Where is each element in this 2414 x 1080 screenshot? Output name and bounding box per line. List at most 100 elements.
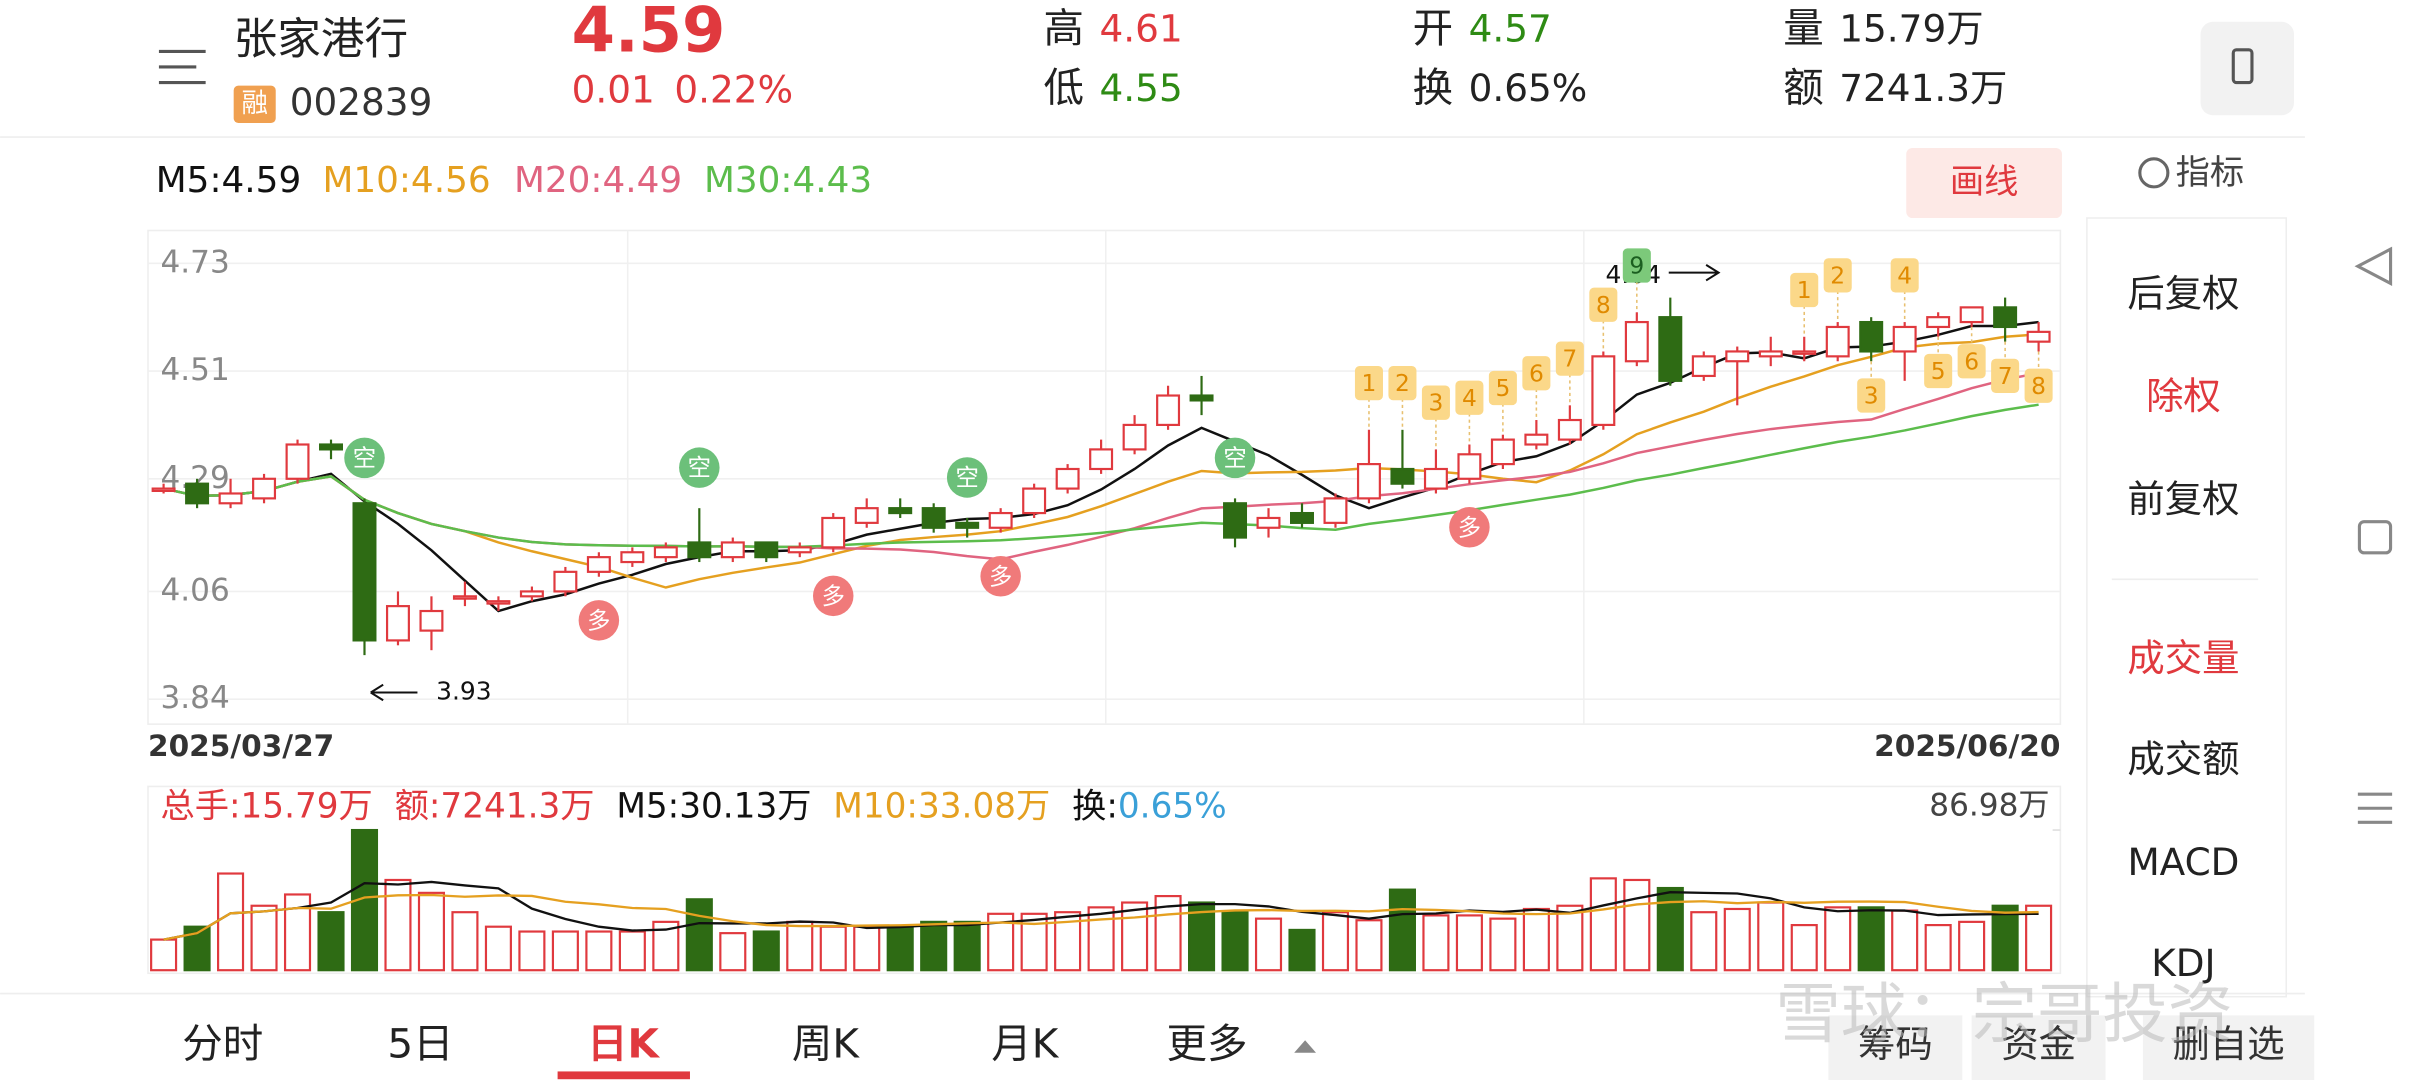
- tag-label: 3: [1864, 382, 1879, 410]
- tag-label: 5: [1495, 374, 1510, 402]
- candle-body: [1323, 497, 1348, 524]
- volume-bar: [484, 925, 512, 972]
- volume-bar: [1757, 901, 1785, 972]
- tag: [1555, 341, 1584, 376]
- volume-bar: [451, 911, 479, 972]
- stat-label: 开: [1413, 4, 1454, 52]
- device-icon: [2231, 48, 2254, 85]
- stat-value: 4.55: [1100, 66, 1183, 110]
- device-button[interactable]: [2200, 21, 2295, 116]
- tab[interactable]: 月K: [991, 1020, 1059, 1068]
- stock-name: 张家港行: [234, 15, 408, 65]
- min-label: 3.93: [436, 676, 491, 705]
- volume-bar: [1321, 911, 1350, 972]
- tab-underline: [557, 1071, 690, 1080]
- volume-bar: [1690, 911, 1718, 972]
- min-arrow: [370, 683, 418, 702]
- side-item[interactable]: MACD: [2127, 840, 2239, 884]
- y-tick-label: 4.06: [160, 572, 229, 608]
- candle-body: [519, 590, 544, 598]
- candle-body: [1725, 350, 1750, 363]
- stat-label: 低: [1043, 63, 1084, 111]
- ma-line: [163, 403, 2039, 549]
- candle-body: [1022, 487, 1047, 515]
- stat-label: 高: [1043, 4, 1084, 52]
- tab[interactable]: 日K: [587, 1020, 660, 1068]
- short-signal-label: 空: [1223, 444, 1246, 472]
- action-label: 删自选: [2173, 1022, 2285, 1066]
- candle-body: [888, 507, 913, 515]
- candle-body: [1356, 463, 1381, 500]
- candle-body: [1223, 502, 1248, 539]
- long-signal-label: 多: [587, 606, 610, 634]
- volume-bar: [886, 927, 914, 972]
- candle-body: [1290, 511, 1314, 524]
- candle-body: [1122, 423, 1147, 451]
- candle-body: [1423, 467, 1448, 490]
- tag-label: 3: [1428, 389, 1443, 417]
- volume-bar: [1254, 917, 1283, 972]
- volume-legend: 0.65%: [1118, 787, 1227, 827]
- volume-bar: [1455, 914, 1483, 972]
- draw-button[interactable]: [1906, 147, 2062, 219]
- tag: [1823, 258, 1852, 293]
- volume-bar: [1857, 906, 1885, 972]
- tab[interactable]: 5日: [387, 1020, 453, 1068]
- volume-ma-line: [163, 893, 2039, 941]
- side-item[interactable]: 前复权: [2127, 477, 2239, 521]
- nav-recent[interactable]: [2357, 792, 2393, 824]
- tag-label: 8: [2031, 372, 2046, 400]
- side-item[interactable]: 后复权: [2127, 271, 2239, 315]
- candle-body: [252, 477, 277, 500]
- tab[interactable]: 周K: [792, 1020, 860, 1068]
- candle-body: [1691, 355, 1716, 378]
- tab[interactable]: 更多: [1167, 1020, 1248, 1068]
- candle-body: [553, 570, 578, 593]
- candle-body: [1926, 316, 1951, 329]
- short-signal-label: 空: [688, 454, 711, 482]
- stat-value: 4.57: [1469, 7, 1552, 51]
- indicator-label[interactable]: 指标: [2176, 153, 2245, 193]
- volume-bar: [1388, 888, 1416, 972]
- candle-body: [385, 605, 410, 642]
- side-item[interactable]: 除权: [2146, 374, 2221, 418]
- long-signal-label: 多: [1458, 513, 1481, 541]
- candle-body: [1892, 325, 1917, 353]
- nav-back[interactable]: [2354, 246, 2393, 287]
- candle-body: [620, 551, 645, 564]
- y-tick-label: 4.51: [160, 352, 229, 388]
- side-item[interactable]: 成交量: [2127, 636, 2239, 680]
- tag: [1388, 365, 1417, 401]
- candle-body: [1993, 306, 2018, 329]
- tag-label: 6: [1964, 347, 1979, 375]
- badge: 融: [241, 88, 267, 119]
- tag-label: 2: [1395, 369, 1410, 397]
- candle-body: [854, 507, 879, 524]
- action-button[interactable]: [2142, 1015, 2315, 1080]
- nav-home[interactable]: [2357, 520, 2393, 555]
- side-item[interactable]: 成交额: [2127, 737, 2239, 781]
- tag: [1957, 344, 1986, 379]
- volume-legend: 总手:15.79万: [160, 787, 372, 827]
- short-signal: [679, 447, 720, 488]
- tag-label: 7: [1562, 345, 1577, 373]
- price: 4.59: [572, 0, 726, 66]
- action-button[interactable]: [1971, 1015, 2106, 1080]
- candle-body: [921, 507, 946, 529]
- side-item[interactable]: KDJ: [2151, 941, 2215, 985]
- candle-body: [452, 595, 477, 600]
- tab[interactable]: 分时: [182, 1020, 263, 1068]
- tag: [1857, 378, 1886, 413]
- volume-bar: [217, 872, 245, 972]
- candle-body: [1658, 316, 1683, 382]
- candle-body: [1490, 438, 1515, 466]
- max-arrow: [1668, 264, 1721, 282]
- candle-body: [1390, 467, 1415, 485]
- candle-body: [419, 609, 444, 632]
- tag: [2024, 368, 2053, 403]
- menu-icon[interactable]: [158, 49, 206, 85]
- volume-bar: [1087, 906, 1115, 972]
- action-button[interactable]: [1828, 1015, 1963, 1080]
- volume-bar: [1924, 924, 1952, 972]
